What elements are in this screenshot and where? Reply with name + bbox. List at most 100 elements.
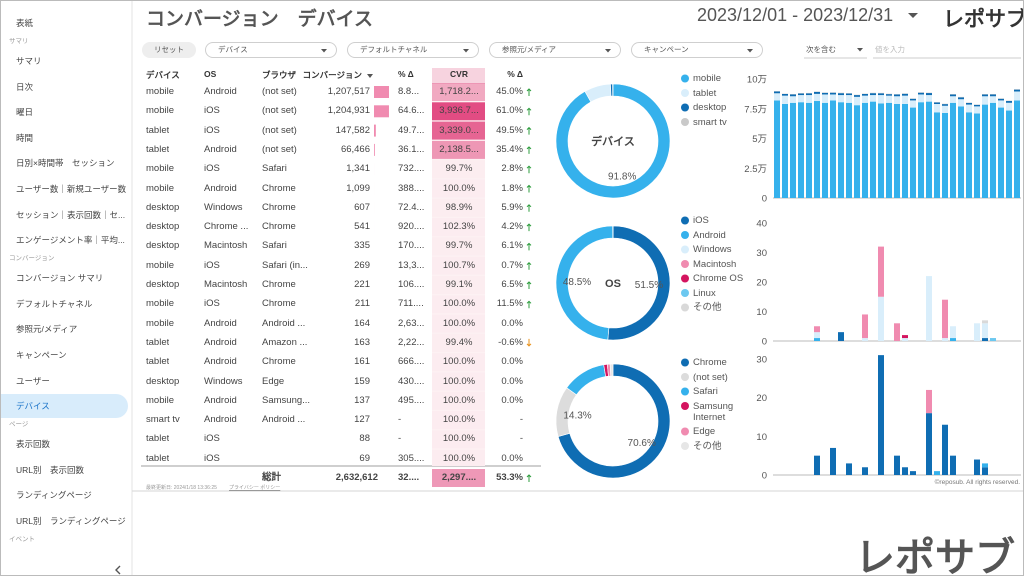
- sidebar-item[interactable]: サマリ: [16, 56, 42, 66]
- bar-segment: [830, 92, 836, 95]
- legend-entry[interactable]: その他: [693, 302, 722, 313]
- bar-segment: [958, 97, 964, 100]
- match-select[interactable]: 次を含む: [806, 45, 836, 54]
- bar-segment: [878, 95, 884, 104]
- sidebar-item[interactable]: 参照元/メディア: [16, 324, 78, 335]
- table-cell: Macintosh: [204, 240, 248, 252]
- legend-entry[interactable]: Edge: [693, 426, 716, 437]
- table-cell: Android: [204, 394, 237, 406]
- legend-entry[interactable]: Macintosh: [693, 258, 737, 270]
- sidebar-item[interactable]: エンゲージメント率｜平均...: [16, 235, 125, 246]
- bar-segment: [934, 112, 940, 198]
- y-tick-label: 20: [756, 393, 767, 404]
- trend-arrow: [526, 261, 532, 270]
- legend-entry[interactable]: Windows: [693, 244, 732, 255]
- filter-dropdown[interactable]: デバイス: [205, 42, 337, 58]
- sidebar-item[interactable]: URL別 表示回数: [16, 464, 85, 475]
- bar-segment: [894, 323, 900, 341]
- date-range[interactable]: 2023/12/01 - 2023/12/31: [697, 5, 894, 25]
- legend-entry[interactable]: iOS: [693, 215, 709, 226]
- legend-entry[interactable]: その他: [693, 440, 722, 452]
- sidebar-item[interactable]: 時間: [16, 132, 34, 143]
- bar-segment: [870, 95, 876, 102]
- table-cell: 4.2%: [501, 221, 523, 233]
- sidebar-item[interactable]: デフォルトチャネル: [16, 298, 93, 309]
- table-cell: Android: [204, 414, 237, 426]
- trend-arrow: [526, 126, 532, 135]
- sidebar-item[interactable]: 日次: [16, 81, 34, 92]
- bar-segment: [782, 103, 788, 198]
- table-cell: iOS: [204, 105, 220, 117]
- cvr-heat: [432, 469, 485, 487]
- legend-entry[interactable]: tablet: [693, 87, 717, 99]
- sidebar-item[interactable]: キャンペーン: [16, 350, 67, 360]
- sidebar-item[interactable]: URL別 ランディングページ: [16, 516, 126, 526]
- table-cell: 147,582: [335, 124, 370, 136]
- bar-segment: [926, 93, 932, 96]
- legend-entry[interactable]: (not set): [693, 371, 728, 383]
- sidebar-item[interactable]: 表示回数: [16, 439, 51, 450]
- legend-entry[interactable]: Linux: [693, 287, 716, 299]
- sidebar-item[interactable]: ユーザー: [16, 375, 50, 386]
- table-cell: mobile: [146, 105, 174, 117]
- legend-entry[interactable]: Samsung Internet: [693, 400, 734, 423]
- bar-segment: [910, 107, 916, 198]
- bar-segment: [1014, 100, 1020, 198]
- table-cell: 1,207,517: [327, 86, 370, 97]
- bar-segment: [846, 463, 852, 475]
- reset-button[interactable]: リセット: [142, 42, 196, 58]
- date-caret[interactable]: [908, 13, 918, 18]
- y-tick-label: 40: [756, 219, 767, 230]
- sidebar-item[interactable]: 日別×時間帯 セッション: [16, 158, 115, 169]
- table-cell: 2,63...: [398, 317, 425, 329]
- sidebar-item[interactable]: 表紙: [16, 18, 34, 28]
- bar-segment: [846, 102, 852, 198]
- bar-segment: [886, 95, 892, 103]
- bar-segment: [942, 104, 948, 106]
- bar-segment: [814, 338, 820, 341]
- filter-dropdown[interactable]: キャンペーン: [631, 42, 763, 58]
- bar-segment: [918, 92, 924, 95]
- table-cell: 0.7%: [501, 259, 523, 271]
- filter-dropdown[interactable]: デフォルトチャネル: [347, 42, 479, 58]
- collapse-icon[interactable]: [115, 565, 121, 575]
- bar-segment: [814, 455, 820, 475]
- bar-segment: [822, 102, 828, 198]
- sidebar-item[interactable]: ランディングページ: [16, 490, 92, 501]
- sidebar-item[interactable]: 曜日: [16, 107, 34, 118]
- legend-entry[interactable]: mobile: [693, 73, 721, 84]
- table-cell: tablet: [146, 356, 170, 368]
- donut-slice: [557, 363, 671, 479]
- legend-entry[interactable]: Android: [693, 229, 726, 241]
- bar-segment: [806, 102, 812, 198]
- bar-segment: [814, 101, 820, 198]
- sidebar-item[interactable]: セッション｜表示回数｜セ...: [16, 209, 126, 220]
- legend-entry[interactable]: Chrome OS: [693, 273, 744, 284]
- legend-entry[interactable]: desktop: [693, 102, 727, 113]
- bar-segment: [998, 100, 1004, 108]
- table-cell: 6.1%: [501, 240, 523, 252]
- filter-dropdown[interactable]: 参照元/メディア: [489, 42, 621, 58]
- legend-entry[interactable]: Safari: [693, 386, 718, 397]
- y-tick-label: 7.5万: [744, 104, 767, 115]
- y-tick-label: 0: [762, 337, 767, 348]
- privacy-link[interactable]: プライバシー ポリシー: [229, 485, 281, 491]
- table-cell: 159: [354, 375, 370, 387]
- conversion-bar: [374, 105, 389, 118]
- sidebar-section: コンバージョン: [9, 255, 55, 263]
- table-cell: 99.7%: [445, 163, 473, 175]
- column-header: コンバージョン: [302, 70, 362, 80]
- bar-segment: [926, 389, 932, 414]
- table-cell: 161: [354, 356, 370, 368]
- sidebar-item[interactable]: デバイス: [16, 401, 50, 412]
- sidebar-item[interactable]: コンバージョン サマリ: [16, 273, 104, 284]
- bar-segment: [894, 94, 900, 97]
- filter-input[interactable]: 値を入力: [875, 45, 905, 54]
- legend-entry[interactable]: Chrome: [693, 357, 727, 368]
- legend-entry[interactable]: smart tv: [693, 116, 727, 128]
- table-cell: 211: [354, 298, 370, 310]
- sidebar-item[interactable]: ユーザー数｜新規ユーザー数: [16, 184, 127, 194]
- table-cell: Windows: [204, 375, 243, 387]
- table-cell: 100.0%: [442, 433, 476, 445]
- column-header: % Δ: [507, 69, 523, 79]
